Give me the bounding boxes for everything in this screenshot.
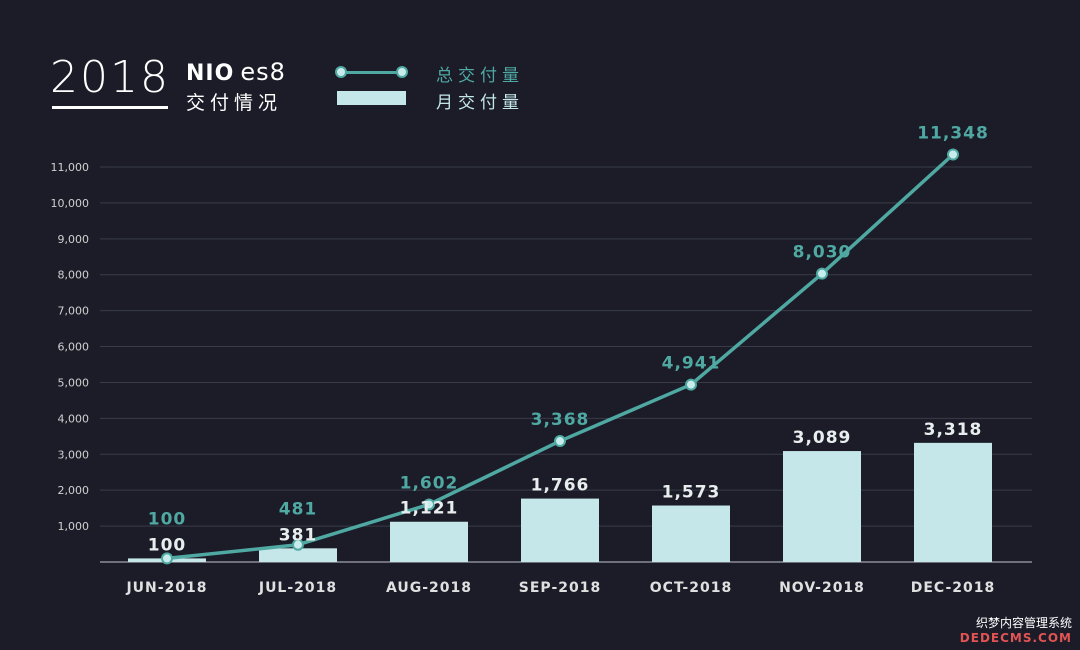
line-value-label: 3,368 bbox=[531, 410, 590, 430]
line-value-label: 1,602 bbox=[400, 473, 459, 493]
x-tick-label: NOV-2018 bbox=[779, 580, 865, 596]
line-value-label: 100 bbox=[148, 509, 187, 529]
bar-value-label: 1,573 bbox=[662, 483, 721, 503]
y-tick-label: 2,000 bbox=[58, 484, 90, 497]
year-underline bbox=[52, 106, 168, 109]
line-value-label: 8,030 bbox=[793, 243, 852, 263]
bar-value-label: 3,089 bbox=[793, 428, 852, 448]
cumulative-point bbox=[554, 435, 566, 448]
brand-logo: NIO es8 bbox=[186, 58, 286, 86]
legend-line-swatch bbox=[340, 71, 402, 74]
y-tick-label: 5,000 bbox=[58, 376, 90, 389]
legend-line-dot-left bbox=[335, 66, 347, 78]
bar-monthly bbox=[652, 505, 730, 562]
cumulative-point bbox=[947, 148, 959, 161]
bar-monthly bbox=[259, 548, 337, 562]
y-tick-label: 3,000 bbox=[58, 448, 90, 461]
bar-monthly bbox=[390, 521, 468, 562]
cumulative-point bbox=[685, 378, 697, 391]
y-tick-label: 7,000 bbox=[58, 305, 90, 318]
bar-value-label: 381 bbox=[279, 525, 318, 545]
year-title: 2018 bbox=[50, 52, 170, 103]
watermark: 织梦内容管理系统 DEDECMS.COM bbox=[960, 616, 1072, 646]
legend-bar-label: 月交付量 bbox=[436, 93, 524, 113]
cumulative-point bbox=[161, 552, 173, 565]
x-tick-label: OCT-2018 bbox=[650, 580, 732, 596]
chart-header: 2018 NIO es8 交付情况 总交付量 月交付量 bbox=[0, 0, 1080, 130]
brand-name: NIO bbox=[186, 61, 235, 86]
legend-line-label: 总交付量 bbox=[436, 66, 524, 86]
cumulative-point bbox=[423, 498, 435, 511]
legend-bar-swatch bbox=[337, 91, 406, 105]
watermark-line1: 织梦内容管理系统 bbox=[975, 616, 1072, 630]
y-tick-label: 9,000 bbox=[58, 233, 90, 246]
brand-model: es8 bbox=[240, 58, 286, 86]
bar-value-label: 1,766 bbox=[531, 476, 590, 496]
legend-line-dot-right bbox=[396, 66, 408, 78]
y-tick-label: 10,000 bbox=[51, 197, 90, 210]
y-tick-label: 4,000 bbox=[58, 412, 90, 425]
bar-monthly bbox=[521, 498, 599, 562]
line-value-label: 11,348 bbox=[917, 124, 989, 144]
y-tick-label: 1,000 bbox=[58, 520, 90, 533]
y-tick-label: 6,000 bbox=[58, 341, 90, 354]
x-tick-label: JUL-2018 bbox=[258, 580, 337, 596]
chart-subtitle: 交付情况 bbox=[186, 92, 283, 114]
bar-monthly bbox=[783, 451, 861, 562]
x-tick-label: AUG-2018 bbox=[386, 580, 472, 596]
y-tick-label: 11,000 bbox=[51, 161, 90, 174]
x-tick-label: JUN-2018 bbox=[125, 580, 207, 596]
y-tick-label: 8,000 bbox=[58, 269, 90, 282]
line-value-label: 481 bbox=[279, 499, 318, 519]
x-tick-label: SEP-2018 bbox=[519, 580, 601, 596]
bar-value-label: 100 bbox=[148, 535, 187, 555]
cumulative-point bbox=[292, 538, 304, 551]
x-tick-label: DEC-2018 bbox=[911, 580, 996, 596]
cumulative-point bbox=[816, 267, 828, 280]
bar-monthly bbox=[914, 442, 992, 562]
bar-value-label: 3,318 bbox=[924, 420, 983, 440]
bar-value-label: 1,121 bbox=[400, 499, 459, 519]
line-value-label: 4,941 bbox=[662, 354, 721, 374]
watermark-line2: DEDECMS.COM bbox=[959, 631, 1072, 645]
